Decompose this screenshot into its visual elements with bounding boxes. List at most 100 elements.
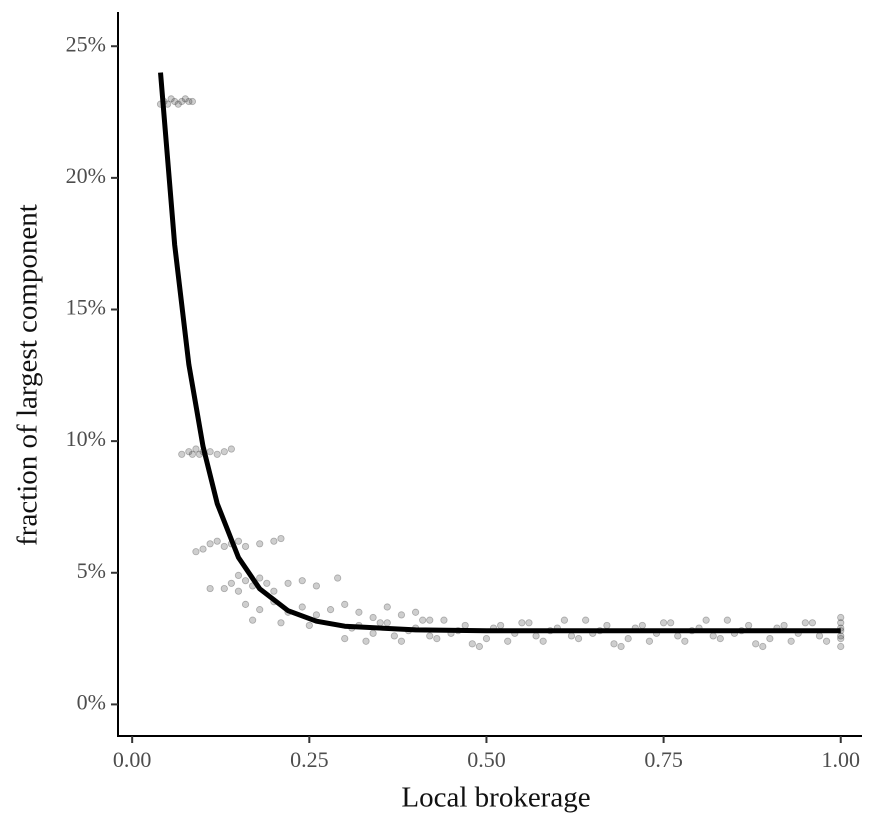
point [433,634,441,643]
point [426,616,434,624]
point [171,97,179,106]
point [397,611,406,619]
point [518,619,526,627]
point [822,637,831,645]
point [383,619,391,627]
point [780,621,788,630]
point [256,606,264,614]
point [174,100,182,108]
point [539,637,547,645]
point [241,600,250,608]
point [369,629,377,637]
point [220,542,228,551]
x-axis-title: Local brokerage [401,782,590,814]
point [497,621,505,630]
point [475,642,483,651]
point [206,448,214,456]
y-axis-title: fraction of largest component [12,204,44,546]
point [341,600,349,608]
point [787,637,795,645]
point [241,577,250,585]
point [638,621,646,630]
point [419,616,427,624]
point [298,603,306,611]
point [256,540,264,548]
point [234,587,243,595]
point [567,632,576,640]
point [645,637,654,645]
point [397,637,406,645]
point [411,608,420,616]
point [681,637,689,645]
point [188,450,196,458]
point [298,577,306,585]
point [801,619,809,627]
point [263,579,271,587]
point [206,584,214,593]
point [188,97,196,106]
point [426,632,434,640]
point [312,582,320,590]
y-tick-label: 0% [77,689,106,714]
point [808,619,817,627]
point [227,445,235,453]
point [326,606,335,614]
point [284,579,292,587]
point [674,632,682,640]
point [745,621,753,630]
point [234,537,243,545]
point [256,574,264,582]
point [277,619,285,627]
x-tick-label: 0.00 [113,747,152,772]
point [667,619,675,627]
point [468,640,476,648]
point [192,548,200,556]
point [815,632,824,640]
point [185,448,193,456]
point [192,445,200,453]
point [167,95,175,103]
point [702,616,710,624]
point [482,634,491,643]
point [249,616,257,624]
point [270,587,278,595]
point [383,603,391,611]
point [227,579,235,587]
point [610,640,618,648]
point [709,632,717,640]
y-tick-label: 20% [66,163,106,188]
point [723,616,731,624]
point [461,621,469,630]
point [624,634,632,643]
point [837,632,845,640]
point [213,450,221,458]
point [659,619,668,627]
point [312,611,320,619]
point [178,97,186,106]
x-tick-label: 0.75 [644,747,683,772]
fit-line [158,72,841,634]
point [617,642,625,651]
point [220,448,228,456]
y-tick-label: 25% [66,31,106,56]
point [181,95,189,103]
x-tick-label: 1.00 [821,747,860,772]
point [504,637,512,645]
point [837,634,845,643]
point [376,619,384,627]
point [341,634,349,643]
point [574,634,583,643]
point [369,613,377,622]
x-tick-label: 0.25 [290,747,329,772]
point [390,632,398,640]
point [185,97,193,106]
point [270,537,278,545]
point [440,616,448,624]
point [362,637,370,645]
point [582,616,590,624]
y-tick-label: 5% [77,558,106,583]
point [277,534,285,543]
y-tick-label: 15% [66,295,106,320]
point [837,613,845,622]
